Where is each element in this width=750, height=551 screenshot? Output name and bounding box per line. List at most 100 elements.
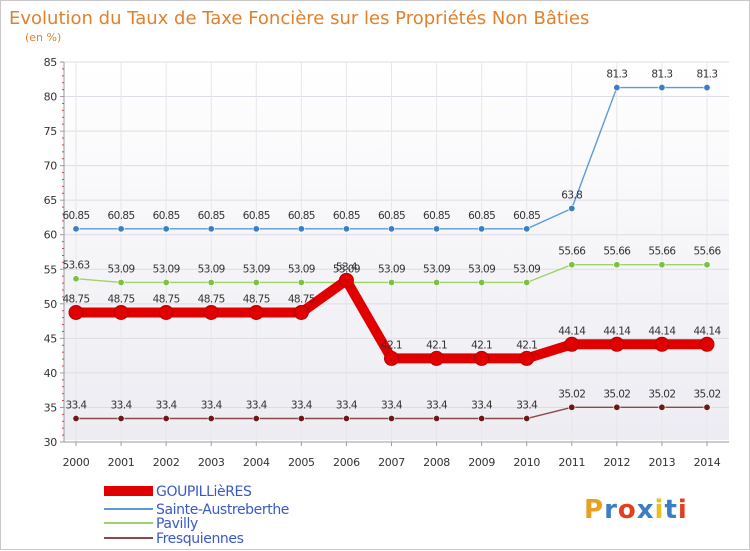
legend: GOUPILLièRES Sainte-AustreberthePavillyFr… [104, 484, 289, 547]
y-tick-label: 50 [44, 298, 58, 311]
point-pavilly [613, 261, 621, 269]
data-label-sainte-austreberthe: 63.8 [561, 189, 582, 201]
point-fresquiennes [613, 403, 621, 411]
point-goupilli-res [429, 350, 445, 366]
point-sainte-austreberthe [162, 225, 170, 233]
data-label-pavilly: 53.09 [243, 263, 270, 275]
point-fresquiennes [207, 415, 215, 423]
logo-letter: i [678, 495, 688, 525]
point-pavilly [252, 278, 260, 286]
legend-label-fresquiennes: Fresquiennes [156, 531, 244, 547]
point-goupilli-res [384, 350, 399, 366]
data-label-sainte-austreberthe: 60.85 [62, 210, 89, 222]
x-tick-label: 2001 [108, 456, 135, 469]
data-label-goupilli-res: 44.14 [558, 325, 586, 337]
point-goupilli-res [158, 304, 174, 320]
point-sainte-austreberthe [342, 225, 350, 233]
data-label-sainte-austreberthe: 60.85 [513, 210, 540, 222]
x-tick-label: 2003 [198, 456, 225, 469]
x-tick-label: 2000 [63, 456, 90, 469]
legend-label-sainte-austreberthe: Sainte-Austreberthe [156, 502, 289, 518]
data-label-sainte-austreberthe: 60.85 [108, 210, 135, 222]
point-pavilly [72, 275, 80, 283]
data-label-pavilly: 53.09 [378, 263, 405, 275]
point-goupilli-res [474, 350, 490, 366]
series-sainte-austreberthe [72, 84, 711, 233]
data-label-pavilly: 53.09 [513, 263, 540, 275]
point-fresquiennes [523, 415, 531, 423]
logo-letter: i [655, 495, 665, 525]
data-label-goupilli-res: 44.14 [648, 325, 676, 337]
logo-letter: t [664, 495, 677, 525]
data-label-fresquiennes: 33.4 [156, 400, 178, 412]
data-label-fresquiennes: 33.4 [381, 400, 403, 412]
point-pavilly [117, 278, 125, 286]
point-fresquiennes [72, 415, 80, 423]
data-label-goupilli-res: 48.75 [108, 293, 135, 305]
legend-label-goupilli-res: GOUPILLièRES [156, 484, 252, 500]
data-label-pavilly: 55.66 [558, 246, 586, 258]
point-goupilli-res [519, 350, 535, 366]
series-layer [68, 84, 715, 423]
data-label-fresquiennes: 33.4 [291, 400, 313, 412]
x-axis: 2000 2001 2002 2003 2004 2005 2006 2007 2008 2009… [63, 441, 729, 469]
y-tick-label: 80 [44, 91, 58, 104]
x-tick-label: 2004 [243, 456, 270, 469]
data-label-fresquiennes: 33.4 [336, 400, 358, 412]
data-label-pavilly: 53.09 [108, 263, 135, 275]
data-label-sainte-austreberthe: 60.85 [288, 210, 315, 222]
point-sainte-austreberthe [523, 225, 531, 233]
data-label-goupilli-res: 42.1 [471, 339, 492, 351]
data-label-fresquiennes: 33.4 [426, 400, 448, 412]
point-fresquiennes [162, 415, 170, 423]
point-goupilli-res [338, 272, 354, 288]
data-label-goupilli-res: 42.1 [426, 339, 447, 351]
x-tick-label: 2005 [288, 456, 315, 469]
x-tick-label: 2006 [333, 456, 360, 469]
point-sainte-austreberthe [387, 225, 395, 233]
point-fresquiennes [117, 415, 125, 423]
data-label-fresquiennes: 33.4 [471, 400, 493, 412]
data-label-fresquiennes: 33.4 [516, 400, 538, 412]
logo-letter: o [618, 495, 637, 525]
point-sainte-austreberthe [117, 225, 125, 233]
data-label-pavilly: 53.09 [333, 263, 360, 275]
y-tick-label: 75 [44, 125, 58, 138]
point-fresquiennes [568, 403, 576, 411]
point-pavilly [523, 278, 531, 286]
legend-label-pavilly: Pavilly [156, 516, 198, 532]
x-tick-label: 2014 [694, 456, 721, 469]
series-goupilli-res [68, 272, 715, 366]
data-label-sainte-austreberthe: 81.3 [697, 69, 718, 81]
point-goupilli-res [68, 304, 84, 320]
data-label-sainte-austreberthe: 60.85 [198, 210, 225, 222]
x-tick-label: 2013 [649, 456, 676, 469]
y-tick-label: 55 [44, 263, 58, 276]
data-label-goupilli-res: 44.14 [603, 325, 631, 337]
point-sainte-austreberthe [207, 225, 215, 233]
data-label-pavilly: 53.09 [153, 263, 180, 275]
data-label-pavilly: 53.09 [288, 263, 315, 275]
point-goupilli-res [654, 336, 670, 352]
data-label-sainte-austreberthe: 60.85 [333, 210, 360, 222]
data-label-sainte-austreberthe: 60.85 [423, 210, 450, 222]
point-goupilli-res [699, 336, 715, 352]
point-pavilly [658, 261, 666, 269]
y-axis: 30 35 40 45 50 55 60 65 70 75 80 85 [44, 56, 65, 449]
logo-letter: P [584, 495, 604, 525]
y-tick-label: 40 [44, 367, 58, 380]
data-label-pavilly: 53.09 [198, 263, 225, 275]
point-fresquiennes [252, 415, 260, 423]
data-label-sainte-austreberthe: 60.85 [243, 210, 270, 222]
point-fresquiennes [342, 415, 350, 423]
data-label-pavilly: 55.66 [693, 246, 721, 258]
point-pavilly [162, 278, 170, 286]
data-label-goupilli-res: 53.4 [336, 261, 358, 273]
data-label-pavilly: 55.66 [648, 246, 676, 258]
gridlines [64, 61, 729, 443]
data-label-fresquiennes: 35.02 [693, 388, 720, 400]
x-tick-label: 2011 [558, 456, 585, 469]
data-label-goupilli-res: 42.1 [381, 339, 402, 351]
point-sainte-austreberthe [658, 84, 666, 92]
